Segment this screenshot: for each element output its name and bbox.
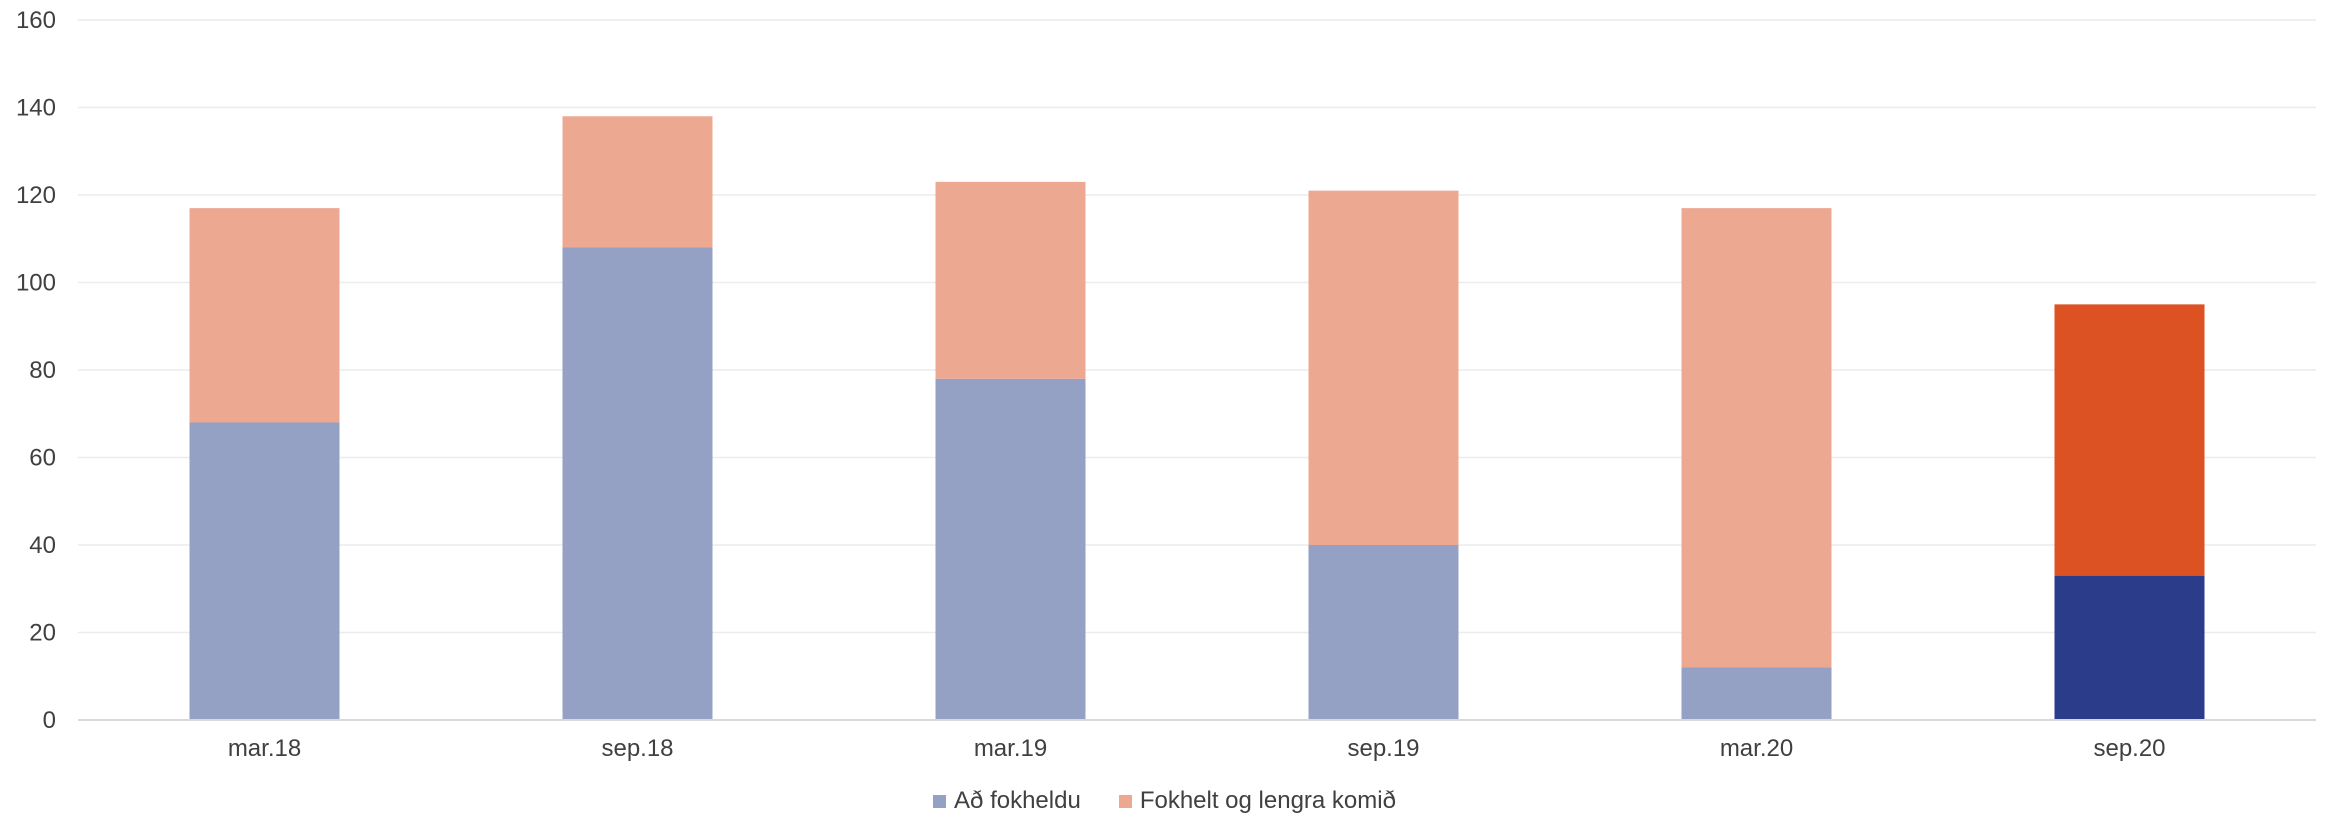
y-tick-label-140: 140: [16, 95, 56, 122]
x-tick-label-mar-18: mar.18: [228, 735, 301, 762]
y-tick-label-160: 160: [16, 7, 56, 34]
bars: [189, 116, 2205, 721]
bar-sep-18-fokhelt-og-lengra-komi[interactable]: [562, 116, 713, 248]
legend: Að fokheldu Fokhelt og lengra komið: [0, 784, 2329, 818]
legend-item-fokhelt[interactable]: Fokhelt og lengra komið: [1118, 787, 1396, 815]
bar-mar-18-a-fokheldu[interactable]: [189, 422, 340, 721]
bar-mar-19-fokhelt-og-lengra-komi[interactable]: [935, 181, 1086, 379]
legend-swatch-fokhelt: [1118, 794, 1132, 808]
y-axis: 0 20 40 60 80 100 120 140 160: [16, 7, 56, 734]
y-tick-label-80: 80: [29, 357, 56, 384]
gridlines: [78, 19, 2316, 634]
stacked-bar-chart: 0 20 40 60 80 100 120 140 160 mar.18 sep.18 mar.19…: [16, 7, 2316, 762]
x-axis: mar.18 sep.18 mar.19 sep.19 mar.20 sep.20: [228, 735, 2166, 762]
bar-sep-18-a-fokheldu[interactable]: [562, 247, 713, 721]
y-tick-label-60: 60: [29, 445, 56, 472]
y-tick-label-120: 120: [16, 182, 56, 209]
y-tick-label-20: 20: [29, 620, 56, 647]
legend-label-fokhelt: Fokhelt og lengra komið: [1139, 787, 1396, 814]
x-tick-label-sep-19: sep.19: [1347, 735, 1419, 762]
x-tick-label-sep-20: sep.20: [2093, 735, 2165, 762]
bar-sep-20-fokhelt-og-lengra-komi[interactable]: [2054, 304, 2205, 576]
legend-swatch-ad-fokheldu: [933, 794, 947, 808]
bar-sep-19-fokhelt-og-lengra-komi[interactable]: [1308, 190, 1459, 545]
bar-sep-19-a-fokheldu[interactable]: [1308, 545, 1459, 720]
x-tick-label-sep-18: sep.18: [601, 735, 673, 762]
x-tick-label-mar-19: mar.19: [974, 735, 1047, 762]
bar-mar-18-fokhelt-og-lengra-komi[interactable]: [189, 208, 340, 423]
bar-mar-19-a-fokheldu[interactable]: [935, 378, 1086, 720]
y-tick-label-40: 40: [29, 532, 56, 559]
bar-mar-20-a-fokheldu[interactable]: [1681, 667, 1832, 721]
x-tick-label-mar-20: mar.20: [1720, 735, 1793, 762]
y-tick-label-0: 0: [43, 707, 56, 734]
legend-item-ad-fokheldu[interactable]: Að fokheldu: [933, 787, 1081, 815]
bar-sep-20-a-fokheldu[interactable]: [2054, 575, 2205, 720]
legend-label-ad-fokheldu: Að fokheldu: [954, 787, 1081, 814]
y-tick-label-100: 100: [16, 270, 56, 297]
bar-mar-20-fokhelt-og-lengra-komi[interactable]: [1681, 208, 1832, 668]
